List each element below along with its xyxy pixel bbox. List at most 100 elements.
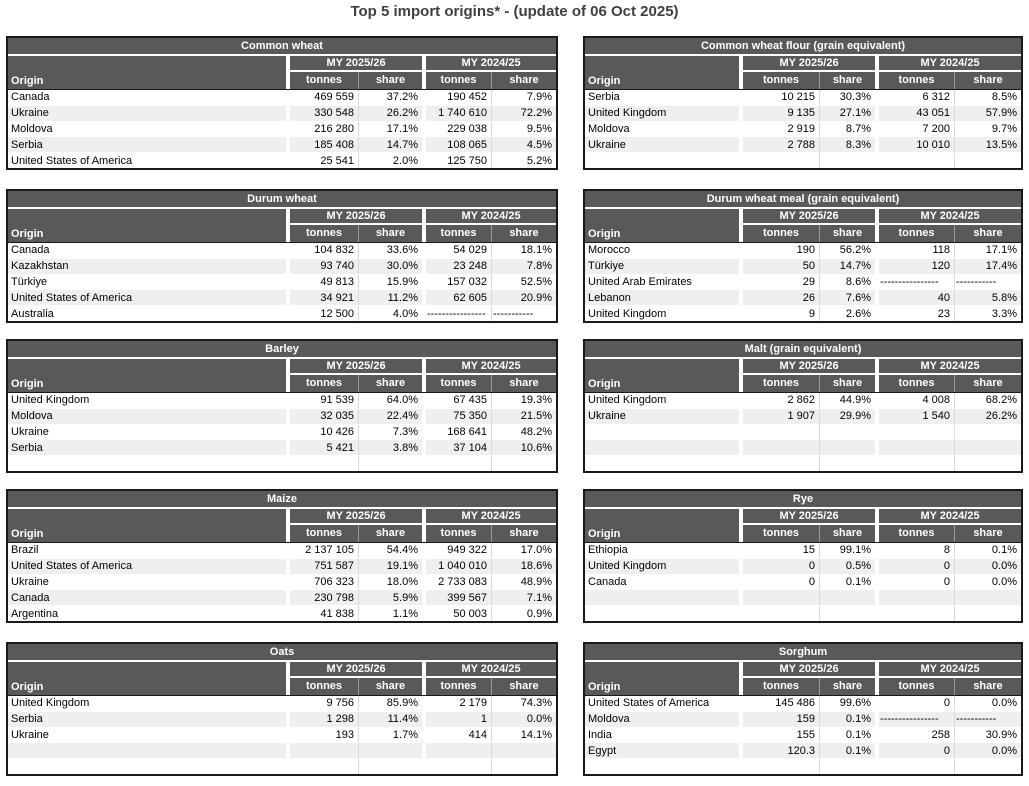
share-header: share bbox=[492, 525, 556, 542]
tonnes-2025-26-cell: 190 bbox=[796, 244, 815, 257]
tonnes-2025-26-cell bbox=[743, 153, 819, 168]
share-header: share bbox=[820, 225, 875, 242]
column-gap bbox=[422, 359, 426, 392]
tonnes-2024-25-cell: 157 032 bbox=[447, 275, 487, 288]
origin-cell: Ethiopia bbox=[588, 544, 628, 557]
column-divider bbox=[819, 393, 820, 408]
column-gap bbox=[286, 606, 290, 621]
share-2024-25-cell: 7.8% bbox=[526, 260, 552, 273]
tonnes-2024-25-cell: 43 051 bbox=[916, 107, 950, 120]
tonnes-2025-26-cell bbox=[290, 759, 358, 774]
origin-cell: Kazakhstan bbox=[11, 260, 69, 273]
share-2024-25-cell bbox=[955, 440, 1021, 455]
share-2025-26-cell: 33.6% bbox=[386, 244, 418, 257]
share-2024-25-cell: 7.9% bbox=[526, 91, 552, 104]
origin-cell bbox=[585, 456, 739, 471]
column-divider bbox=[491, 290, 492, 306]
column-divider bbox=[358, 290, 359, 306]
origin-cell: Serbia bbox=[11, 713, 43, 726]
column-gap bbox=[422, 543, 426, 558]
share-header: share bbox=[359, 375, 422, 392]
column-gap bbox=[422, 590, 426, 606]
tonnes-2024-25-cell bbox=[879, 153, 954, 168]
tonnes-2025-26-cell: 145 486 bbox=[775, 697, 815, 710]
column-gap bbox=[739, 306, 743, 321]
column-gap bbox=[875, 274, 879, 290]
column-gap bbox=[875, 440, 879, 456]
tonnes-2025-26-cell bbox=[743, 456, 819, 471]
table-common-wheat: Common wheat Origin MY 2025/26 MY 2024/2… bbox=[6, 36, 558, 170]
column-divider bbox=[819, 424, 820, 440]
column-gap bbox=[422, 408, 426, 424]
tonnes-2024-25-cell: 1 bbox=[480, 713, 487, 726]
column-gap bbox=[739, 662, 743, 695]
column-divider bbox=[954, 408, 955, 424]
tonnes-2025-26-cell: 91 539 bbox=[320, 394, 354, 407]
column-gap bbox=[875, 606, 879, 621]
column-gap bbox=[286, 662, 290, 695]
column-gap bbox=[422, 243, 426, 258]
column-gap bbox=[739, 209, 743, 242]
table-row: United Kingdom 2 862 44.9% 4 008 68.2% bbox=[585, 393, 1021, 409]
table-header: Origin MY 2025/26 MY 2024/25 tonnes shar… bbox=[8, 509, 556, 543]
column-divider bbox=[491, 408, 492, 424]
share-2024-25-cell: 18.6% bbox=[520, 560, 552, 573]
tonnes-2025-26-cell: 2 137 105 bbox=[305, 544, 354, 557]
column-gap bbox=[286, 509, 290, 542]
column-gap bbox=[739, 153, 743, 168]
origin-cell: Canada bbox=[588, 575, 627, 588]
tonnes-2024-25-cell: ---------------- bbox=[880, 275, 939, 288]
table-header: Origin MY 2025/26 MY 2024/25 tonnes shar… bbox=[8, 209, 556, 243]
column-divider bbox=[819, 290, 820, 306]
column-divider bbox=[358, 696, 359, 711]
column-gap bbox=[875, 759, 879, 774]
my-2025-26-header: MY 2025/26 bbox=[743, 56, 875, 72]
table-title: Durum wheat bbox=[8, 191, 556, 209]
table-body: United Kingdom 91 539 64.0% 67 435 19.3% Mold… bbox=[8, 393, 556, 471]
column-divider bbox=[491, 759, 492, 774]
table-body: Brazil 2 137 105 54.4% 949 322 17.0% United S… bbox=[8, 543, 556, 621]
origin-cell: Lebanon bbox=[588, 291, 631, 304]
table-row: United States of America 751 587 19.1% 1 04… bbox=[8, 558, 556, 575]
share-2025-26-cell: 85.9% bbox=[386, 697, 418, 710]
table-sorghum: Sorghum Origin MY 2025/26 MY 2024/25 ton… bbox=[583, 642, 1023, 776]
column-gap bbox=[286, 121, 290, 137]
table-title: Common wheat bbox=[8, 38, 556, 56]
column-gap bbox=[875, 590, 879, 606]
share-header: share bbox=[955, 225, 1021, 242]
origin-cell: Brazil bbox=[11, 544, 39, 557]
table-body: United States of America 145 486 99.6% 0 0.0… bbox=[585, 696, 1021, 774]
share-2025-26-cell: 4.0% bbox=[392, 307, 418, 320]
table-row: Moldova 216 280 17.1% 229 038 9.5% bbox=[8, 121, 556, 138]
column-divider bbox=[491, 72, 492, 89]
share-2025-26-cell bbox=[359, 743, 422, 758]
share-2025-26-cell: 7.6% bbox=[845, 291, 871, 304]
column-divider bbox=[491, 727, 492, 743]
tonnes-2024-25-cell: 37 104 bbox=[453, 441, 487, 454]
share-2024-25-cell: 5.8% bbox=[991, 291, 1017, 304]
table-title: Rye bbox=[585, 491, 1021, 509]
tonnes-2025-26-cell: 751 587 bbox=[314, 560, 354, 573]
table-row: United Arab Emirates 29 8.6% --------------… bbox=[585, 274, 1021, 291]
share-header: share bbox=[820, 72, 875, 89]
table-header: Origin MY 2025/26 MY 2024/25 tonnes shar… bbox=[8, 359, 556, 393]
column-gap bbox=[739, 558, 743, 574]
my-2024-25-header: MY 2024/25 bbox=[426, 359, 556, 375]
origin-cell: Ukraine bbox=[588, 410, 626, 423]
tonnes-header: tonnes bbox=[743, 225, 819, 242]
tonnes-header: tonnes bbox=[879, 525, 954, 542]
column-divider bbox=[491, 274, 492, 290]
table-row bbox=[585, 424, 1021, 441]
share-2024-25-cell: 74.3% bbox=[520, 697, 552, 710]
my-2025-26-header: MY 2025/26 bbox=[290, 359, 422, 375]
origin-cell: Morocco bbox=[588, 244, 631, 257]
tonnes-2025-26-cell bbox=[743, 759, 819, 774]
tonnes-2025-26-cell bbox=[743, 425, 819, 440]
column-gap bbox=[422, 424, 426, 440]
column-divider bbox=[819, 727, 820, 743]
column-gap bbox=[286, 456, 290, 471]
origin-cell: Moldova bbox=[588, 713, 630, 726]
column-divider bbox=[358, 137, 359, 153]
tonnes-header: tonnes bbox=[290, 678, 358, 695]
column-gap bbox=[739, 105, 743, 121]
